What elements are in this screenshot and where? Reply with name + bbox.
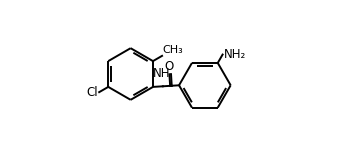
Text: NH₂: NH₂	[223, 48, 246, 61]
Text: O: O	[165, 59, 174, 73]
Text: NH: NH	[153, 67, 171, 80]
Text: Cl: Cl	[87, 86, 98, 99]
Text: CH₃: CH₃	[163, 45, 184, 55]
